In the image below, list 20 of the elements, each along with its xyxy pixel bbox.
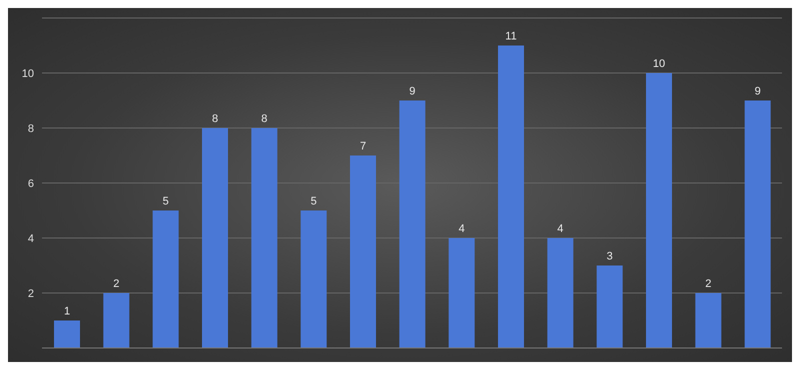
data-label: 11 — [505, 30, 517, 42]
y-tick-label: 4 — [28, 232, 34, 245]
data-label: 9 — [409, 86, 416, 98]
data-label: 5 — [162, 196, 169, 208]
data-label: 2 — [113, 278, 120, 290]
data-label: 5 — [310, 196, 317, 208]
data-label: 2 — [705, 278, 712, 290]
data-label: 8 — [261, 113, 268, 125]
y-tick-label: 6 — [28, 178, 34, 190]
data-label: 3 — [606, 250, 613, 262]
y-tick-label: 10 — [22, 68, 34, 80]
data-label: 7 — [360, 140, 366, 152]
data-label: 8 — [212, 113, 218, 125]
y-tick-label: 2 — [28, 288, 34, 300]
data-label: 9 — [754, 86, 761, 98]
y-tick-label: 8 — [28, 122, 34, 135]
data-label: 4 — [458, 223, 465, 235]
data-label: 4 — [557, 223, 564, 235]
data-label: 1 — [64, 306, 70, 318]
data-label: 10 — [652, 58, 666, 70]
